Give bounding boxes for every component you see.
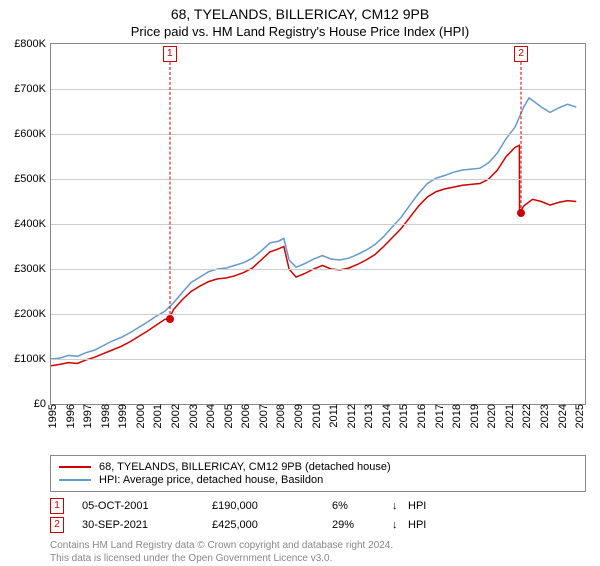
y-axis-label: £600K (14, 128, 51, 140)
y-axis-label: £200K (14, 308, 51, 320)
event-label: HPI (408, 500, 586, 512)
legend-swatch (59, 466, 91, 468)
event-marker-icon: 1 (50, 498, 64, 514)
x-axis-label: 2015 (394, 404, 410, 428)
y-axis-label: £400K (14, 218, 51, 230)
x-axis-label: 2007 (254, 404, 270, 428)
x-axis-label: 2016 (412, 404, 428, 428)
marker-dot (166, 315, 174, 323)
x-axis-label: 2003 (184, 404, 200, 428)
x-axis-label: 2004 (201, 404, 217, 428)
legend-box: 68, TYELANDS, BILLERICAY, CM12 9PB (deta… (50, 455, 586, 492)
x-axis-label: 1999 (113, 404, 129, 428)
x-axis-label: 2011 (324, 404, 340, 428)
y-axis-label: £800K (14, 38, 51, 50)
legend-label: HPI: Average price, detached house, Basi… (99, 474, 323, 486)
marker-line (169, 62, 170, 319)
chart-frame: 68, TYELANDS, BILLERICAY, CM12 9PB Price… (0, 6, 600, 566)
event-label: HPI (408, 519, 586, 531)
event-row: 2 30-SEP-2021 £425,000 29% ↓ HPI (50, 517, 586, 533)
down-arrow-icon: ↓ (392, 519, 408, 531)
credits-line: Contains HM Land Registry data © Crown c… (50, 539, 586, 552)
down-arrow-icon: ↓ (392, 500, 408, 512)
chart-plot-area: £0£100K£200K£300K£400K£500K£600K£700K£80… (50, 43, 586, 405)
x-axis-label: 1997 (78, 404, 94, 428)
marker-box: 2 (514, 46, 528, 62)
marker-box: 1 (163, 46, 177, 62)
x-axis-label: 2013 (359, 404, 375, 428)
x-axis-label: 2021 (500, 404, 516, 428)
x-axis-label: 2005 (219, 404, 235, 428)
marker-line (521, 62, 522, 213)
credits-line: This data is licensed under the Open Gov… (50, 552, 586, 565)
x-axis-label: 1995 (43, 404, 59, 428)
x-axis-label: 2006 (236, 404, 252, 428)
x-axis-label: 2018 (447, 404, 463, 428)
events-table: 1 05-OCT-2001 £190,000 6% ↓ HPI 2 30-SEP… (50, 498, 586, 533)
x-axis-label: 2014 (377, 404, 393, 428)
x-axis-label: 2022 (517, 404, 533, 428)
event-price: £425,000 (212, 519, 332, 531)
x-axis-label: 1998 (96, 404, 112, 428)
x-axis-label: 2009 (289, 404, 305, 428)
legend-item: 68, TYELANDS, BILLERICAY, CM12 9PB (deta… (59, 461, 577, 473)
x-axis-label: 1996 (61, 404, 77, 428)
page-title: 68, TYELANDS, BILLERICAY, CM12 9PB (0, 6, 600, 22)
credits-text: Contains HM Land Registry data © Crown c… (50, 539, 586, 565)
event-price: £190,000 (212, 500, 332, 512)
y-axis-label: £100K (14, 353, 51, 365)
event-diff: 6% (332, 500, 392, 512)
event-diff: 29% (332, 519, 392, 531)
legend-label: 68, TYELANDS, BILLERICAY, CM12 9PB (deta… (99, 461, 391, 473)
page-subtitle: Price paid vs. HM Land Registry's House … (0, 24, 600, 39)
series-line-hpi (51, 98, 576, 359)
legend-swatch (59, 479, 91, 481)
event-date: 30-SEP-2021 (82, 519, 212, 531)
x-axis-label: 2008 (271, 404, 287, 428)
x-axis-label: 2025 (570, 404, 586, 428)
y-axis-label: £700K (14, 83, 51, 95)
x-axis-label: 2000 (131, 404, 147, 428)
y-axis-label: £300K (14, 263, 51, 275)
x-axis-label: 2002 (166, 404, 182, 428)
x-axis-label: 2024 (553, 404, 569, 428)
legend-item: HPI: Average price, detached house, Basi… (59, 474, 577, 486)
x-axis-label: 2020 (482, 404, 498, 428)
event-date: 05-OCT-2001 (82, 500, 212, 512)
marker-dot (517, 209, 525, 217)
event-marker-icon: 2 (50, 517, 64, 533)
y-axis-label: £500K (14, 173, 51, 185)
x-axis-label: 2019 (465, 404, 481, 428)
x-axis-label: 2017 (430, 404, 446, 428)
x-axis-label: 2010 (307, 404, 323, 428)
x-axis-label: 2001 (148, 404, 164, 428)
event-row: 1 05-OCT-2001 £190,000 6% ↓ HPI (50, 498, 586, 514)
x-axis-label: 2023 (535, 404, 551, 428)
x-axis-label: 2012 (342, 404, 358, 428)
